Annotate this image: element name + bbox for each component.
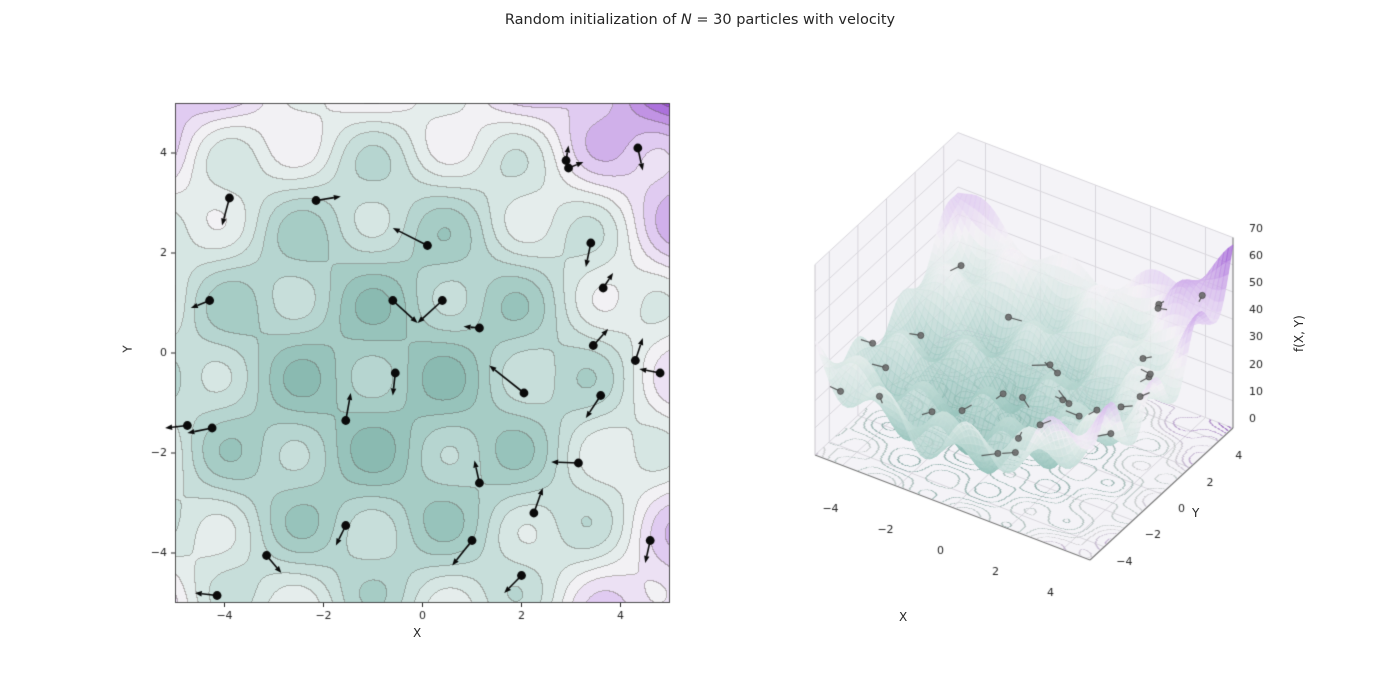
contour-quiver-canvas	[110, 55, 730, 655]
x-axis-label-3d: X	[899, 610, 908, 624]
x-axis-label-2d: X	[413, 626, 422, 640]
title-prefix: Random initialization of	[504, 12, 681, 28]
title-math-variable: N	[680, 12, 692, 28]
surface-3d-canvas	[700, 60, 1390, 680]
figure-title: Random initialization of N = 30 particle…	[0, 12, 1400, 28]
title-suffix: = 30 particles with velocity	[691, 12, 896, 28]
z-axis-label-3d: f(X, Y)	[1292, 315, 1306, 352]
y-axis-label-2d: Y	[120, 345, 135, 353]
y-axis-label-3d: Y	[1192, 506, 1200, 520]
